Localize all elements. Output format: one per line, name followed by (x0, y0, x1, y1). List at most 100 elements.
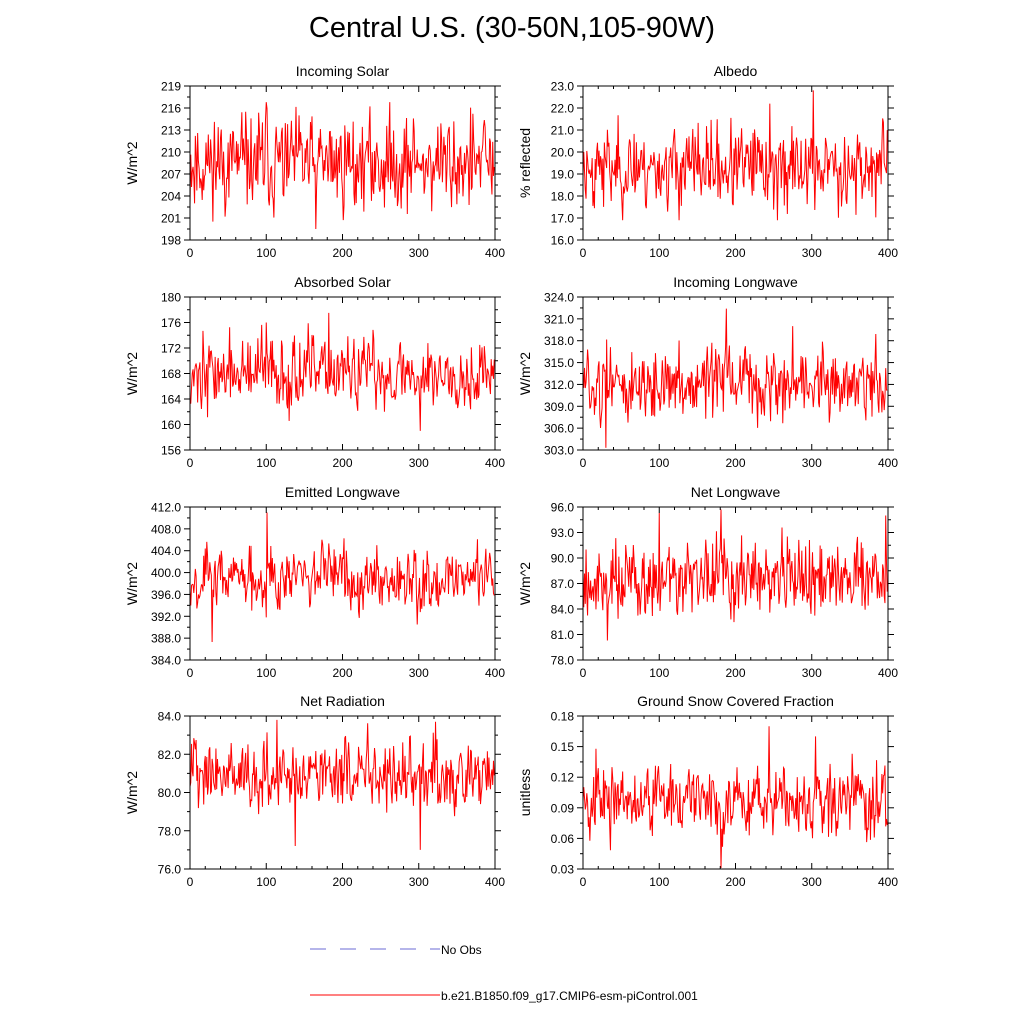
y-tick-label: 213 (161, 124, 181, 138)
x-tick-label: 100 (256, 456, 276, 470)
panel-title-emitted-longwave: Emitted Longwave (285, 484, 400, 500)
x-tick-label: 300 (409, 456, 429, 470)
legend-swatch-no-obs (310, 948, 440, 950)
y-tick-label: 23.0 (551, 80, 575, 94)
x-tick-label: 0 (187, 456, 194, 470)
x-tick-label: 0 (580, 875, 587, 889)
panel-title-albedo: Albedo (714, 63, 758, 79)
y-tick-label: 20.0 (551, 146, 575, 160)
y-tick-label: 156 (161, 444, 181, 458)
y-axis-label-emitted-longwave: W/m^2 (124, 562, 140, 605)
x-tick-label: 200 (332, 456, 352, 470)
y-axis-label-absorbed-solar: W/m^2 (124, 352, 140, 395)
legend-label-no-obs: No Obs (441, 943, 482, 957)
x-tick-label: 400 (878, 875, 898, 889)
plot-frame-incoming-solar (189, 85, 496, 241)
y-tick-label: 384.0 (151, 654, 181, 668)
panel-title-incoming-solar: Incoming Solar (296, 63, 390, 79)
x-tick-label: 200 (725, 666, 745, 680)
x-tick-label: 400 (878, 456, 898, 470)
panel-title-absorbed-solar: Absorbed Solar (294, 274, 391, 290)
y-tick-label: 82.0 (158, 748, 182, 762)
y-tick-label: 19.0 (551, 168, 575, 182)
plot-frame-incoming-longwave (582, 296, 889, 451)
series-line-albedo (583, 90, 888, 221)
y-tick-label: 76.0 (158, 863, 182, 877)
x-tick-label: 100 (649, 875, 669, 889)
y-axis-label-net-radiation: W/m^2 (124, 771, 140, 814)
x-tick-label: 100 (256, 246, 276, 260)
panel-title-net-longwave: Net Longwave (691, 484, 781, 500)
y-tick-label: 210 (161, 146, 181, 160)
y-axis-label-net-longwave: W/m^2 (517, 562, 533, 605)
panel-title-ground-snow-covered-fraction: Ground Snow Covered Fraction (637, 693, 834, 709)
y-tick-label: 388.0 (151, 632, 181, 646)
y-tick-label: 201 (161, 212, 181, 226)
y-tick-label: 22.0 (551, 102, 575, 116)
series-line-emitted-longwave (190, 512, 495, 642)
x-tick-label: 400 (485, 246, 505, 260)
y-axis-label-incoming-solar: W/m^2 (124, 141, 140, 184)
y-tick-label: 318.0 (544, 334, 574, 348)
series-line-incoming-solar (190, 102, 495, 230)
y-tick-label: 87.0 (551, 577, 575, 591)
y-tick-label: 21.0 (551, 124, 575, 138)
panel-albedo: 0 100 200 300 400 16.0 17.0 18.0 19.0 20.0 21.0 22.… (517, 63, 898, 260)
x-tick-label: 0 (580, 456, 587, 470)
x-tick-label: 0 (187, 666, 194, 680)
y-tick-label: 0.12 (551, 771, 575, 785)
y-tick-label: 216 (161, 102, 181, 116)
page-title: Central U.S. (30-50N,105-90W) (308, 12, 716, 44)
y-tick-label: 198 (161, 234, 181, 248)
x-tick-label: 400 (878, 246, 898, 260)
series-line-net-radiation (190, 719, 495, 850)
x-tick-label: 0 (580, 666, 587, 680)
y-tick-label: 164 (161, 393, 181, 407)
x-tick-label: 300 (409, 246, 429, 260)
y-tick-label: 204 (161, 190, 181, 204)
y-tick-label: 172 (161, 342, 181, 356)
y-tick-label: 315.0 (544, 356, 574, 370)
x-tick-label: 0 (580, 246, 587, 260)
y-axis-label-albedo: % reflected (517, 128, 533, 198)
x-tick-label: 400 (485, 875, 505, 889)
y-tick-label: 309.0 (544, 400, 574, 414)
x-tick-label: 400 (485, 666, 505, 680)
x-tick-label: 100 (649, 246, 669, 260)
panel-title-incoming-longwave: Incoming Longwave (673, 274, 798, 290)
y-tick-label: 306.0 (544, 422, 574, 436)
y-tick-label: 312.0 (544, 378, 574, 392)
series-line-absorbed-solar (190, 312, 495, 431)
y-tick-label: 16.0 (551, 234, 575, 248)
y-axis-label-incoming-longwave: W/m^2 (517, 352, 533, 395)
y-tick-label: 84.0 (551, 603, 575, 617)
x-tick-label: 300 (409, 875, 429, 889)
x-tick-label: 200 (725, 246, 745, 260)
y-tick-label: 303.0 (544, 444, 574, 458)
y-tick-label: 404.0 (151, 544, 181, 558)
x-tick-label: 300 (802, 666, 822, 680)
panel-net-radiation: 0 100 200 300 400 76.0 78.0 80.0 82.0 84.0 Net Rad… (124, 693, 505, 889)
legend-swatch-model (310, 994, 440, 996)
y-tick-label: 78.0 (551, 654, 575, 668)
x-tick-label: 200 (725, 456, 745, 470)
y-tick-label: 324.0 (544, 291, 574, 305)
y-tick-label: 400.0 (151, 566, 181, 580)
y-tick-label: 0.06 (551, 832, 575, 846)
x-tick-label: 200 (725, 875, 745, 889)
x-tick-label: 200 (332, 875, 352, 889)
x-tick-label: 300 (409, 666, 429, 680)
panel-incoming-solar: 0 100 200 300 400 198 201 204 207 210 213 216 219 Inc… (124, 63, 505, 260)
y-tick-label: 0.03 (551, 863, 575, 877)
y-tick-label: 396.0 (151, 588, 181, 602)
x-tick-label: 200 (332, 246, 352, 260)
y-tick-label: 0.18 (551, 710, 575, 724)
x-tick-label: 400 (878, 666, 898, 680)
y-tick-label: 78.0 (158, 824, 182, 838)
y-tick-label: 392.0 (151, 610, 181, 624)
y-tick-label: 90.0 (551, 552, 575, 566)
series-line-net-longwave (583, 509, 888, 641)
panel-emitted-longwave: 0 100 200 300 400 384.0 388.0 392.0 396.0 400.0 40… (124, 484, 505, 680)
y-tick-label: 412.0 (151, 501, 181, 515)
